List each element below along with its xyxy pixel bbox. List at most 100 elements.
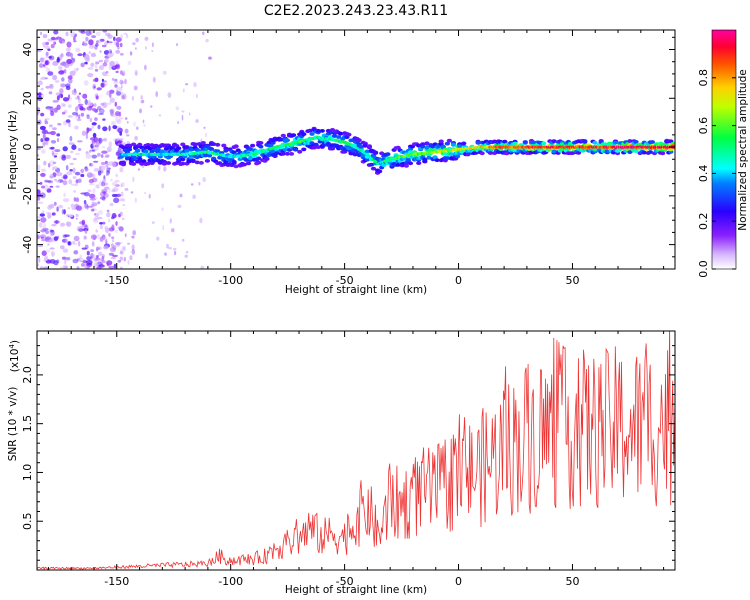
spectrogram-ridge-cell <box>364 157 370 162</box>
spectrogram-noise-cell <box>121 182 125 188</box>
spectrogram-noise-cell <box>116 105 122 110</box>
spectrogram-noise-cell <box>158 114 162 117</box>
spectrogram-noise-cell <box>168 247 173 250</box>
spectrogram-noise-cell <box>114 242 121 245</box>
spectrogram-noise-cell <box>77 240 81 247</box>
spectrogram-noise-cell <box>182 88 185 93</box>
spectrogram-ridge-cell <box>131 142 137 147</box>
spectrogram-noise-cell <box>98 65 104 71</box>
spectrogram-noise-cell <box>92 142 97 147</box>
spectrogram-noise-cell <box>116 243 121 247</box>
spectrogram-noise-cell <box>98 108 105 114</box>
spectrogram-noise-cell <box>92 208 95 212</box>
spectrogram-ridge-cell <box>569 151 576 156</box>
spectrogram-noise-cell <box>111 243 114 248</box>
spectrogram-noise-cell <box>52 127 57 130</box>
spectrogram-noise-cell <box>84 168 90 172</box>
spectrogram-noise-cell <box>126 120 129 124</box>
spectrogram-noise-cell <box>92 108 97 112</box>
spectrogram-noise-cell <box>72 167 76 174</box>
spectrogram-ridge-cell <box>256 156 262 161</box>
spectrogram-noise-cell <box>50 44 55 49</box>
spectrogram-noise-cell <box>120 157 123 162</box>
spectrogram-noise-cell <box>80 192 87 195</box>
spectrogram-noise-cell <box>50 140 57 144</box>
spectrogram-noise-cell <box>157 165 161 171</box>
spectrogram-noise-cell <box>48 124 53 128</box>
spectrogram-noise-cell <box>177 204 182 208</box>
spectrogram-noise-cell <box>92 187 96 194</box>
spectrogram-noise-cell <box>66 58 72 65</box>
spectrogram-noise-cell <box>123 32 128 35</box>
spectrogram-noise-cell <box>133 85 138 91</box>
spectrogram-noise-cell <box>68 94 70 100</box>
spectrogram-noise-cell <box>56 259 60 264</box>
spectrogram-noise-cell <box>80 173 85 178</box>
spectrogram-noise-cell <box>40 56 44 62</box>
spectrogram-noise-cell <box>174 251 177 256</box>
spectrogram-noise-cell <box>140 95 143 100</box>
spectrogram-noise-cell <box>107 34 113 39</box>
spectrogram-noise-cell <box>80 30 86 34</box>
spectrogram-noise-cell <box>95 184 100 189</box>
spectrogram-noise-cell <box>121 85 123 89</box>
spectrogram-noise-cell <box>88 105 92 109</box>
spectrogram-ridge-cell <box>252 154 258 159</box>
spectrogram-noise-cell <box>82 41 85 46</box>
spectrogram-noise-cell <box>173 247 177 251</box>
spectrogram-noise-cell <box>102 221 106 225</box>
spectrogram-noise-cell <box>43 222 47 229</box>
spectrogram-noise-cell <box>39 266 45 269</box>
spectrogram-ridge-cell <box>461 141 467 146</box>
spectrogram-noise-cell <box>72 176 77 179</box>
spectrogram-panel: -150 -100 -50 0 50 -40 -20 0 20 40 Height of stra… <box>7 29 676 296</box>
spectrogram-ridge-cell <box>465 152 471 157</box>
spectrogram-noise-cell <box>77 178 82 183</box>
spectrogram-ridge-cell <box>126 143 133 148</box>
snr-x-tick-label: -100 <box>218 575 243 588</box>
spectrogram-noise-cell <box>133 121 136 127</box>
spectrogram-ridge-cell <box>133 156 139 161</box>
spectrogram-noise-cell <box>101 188 108 193</box>
spectrogram-noise-cell <box>43 266 49 269</box>
spectrogram-noise-cell <box>58 66 63 70</box>
spectrogram-ridge-cell <box>286 148 293 152</box>
spectrogram-noise-cell <box>164 252 167 256</box>
spectrogram-ridge-cell <box>637 142 643 147</box>
spectrogram-ridge-cell <box>247 147 254 152</box>
spectrogram-noise-cell <box>148 193 151 199</box>
spectrogram-noise-cell <box>103 80 108 87</box>
spectrogram-noise-cell <box>101 71 107 76</box>
spectrogram-noise-cell <box>88 162 94 167</box>
spectrogram-noise-cell <box>101 150 108 154</box>
spectrogram-ridge-cell <box>291 133 297 138</box>
spectrogram-ridge-cell <box>315 128 321 133</box>
spectrogram-ridge-cell <box>233 144 239 149</box>
chart-title: C2E2.2023.243.23.43.R11 <box>264 3 448 19</box>
spectrogram-noise-cell <box>47 71 54 76</box>
spectrogram-ridge-cell <box>551 139 557 144</box>
spectrogram-noise-cell <box>68 78 73 84</box>
spectrogram-noise-cell <box>83 235 87 240</box>
spectrogram-noise-cell <box>102 236 108 242</box>
spectrogram-noise-cell <box>37 197 41 201</box>
spectrogram-y-tick-label: 40 <box>21 43 34 57</box>
spectrogram-y-tick-label: 20 <box>21 91 34 105</box>
spectrogram-noise-cell <box>134 69 138 76</box>
spectrogram-ridge-cell <box>264 157 270 161</box>
spectrogram-noise-cell <box>40 217 47 223</box>
spectrogram-noise-cell <box>97 152 101 157</box>
spectrogram-noise-cell <box>97 210 104 215</box>
spectrogram-noise-cell <box>59 70 65 73</box>
spectrogram-noise-cell <box>103 74 110 77</box>
spectrogram-ridge-cell <box>274 151 280 155</box>
spectrogram-noise-cell <box>161 207 164 211</box>
spectrogram-ridge-cell <box>362 143 368 148</box>
snr-y-tick-label: 1.5 <box>21 415 34 433</box>
spectrogram-noise-cell <box>116 86 123 92</box>
spectrogram-noise-cell <box>134 135 139 141</box>
spectrogram-noise-cell <box>62 198 70 203</box>
spectrogram-noise-cell <box>99 222 103 225</box>
spectrogram-ridge-cell <box>194 155 200 160</box>
spectrogram-x-tick-label: -50 <box>336 274 354 287</box>
